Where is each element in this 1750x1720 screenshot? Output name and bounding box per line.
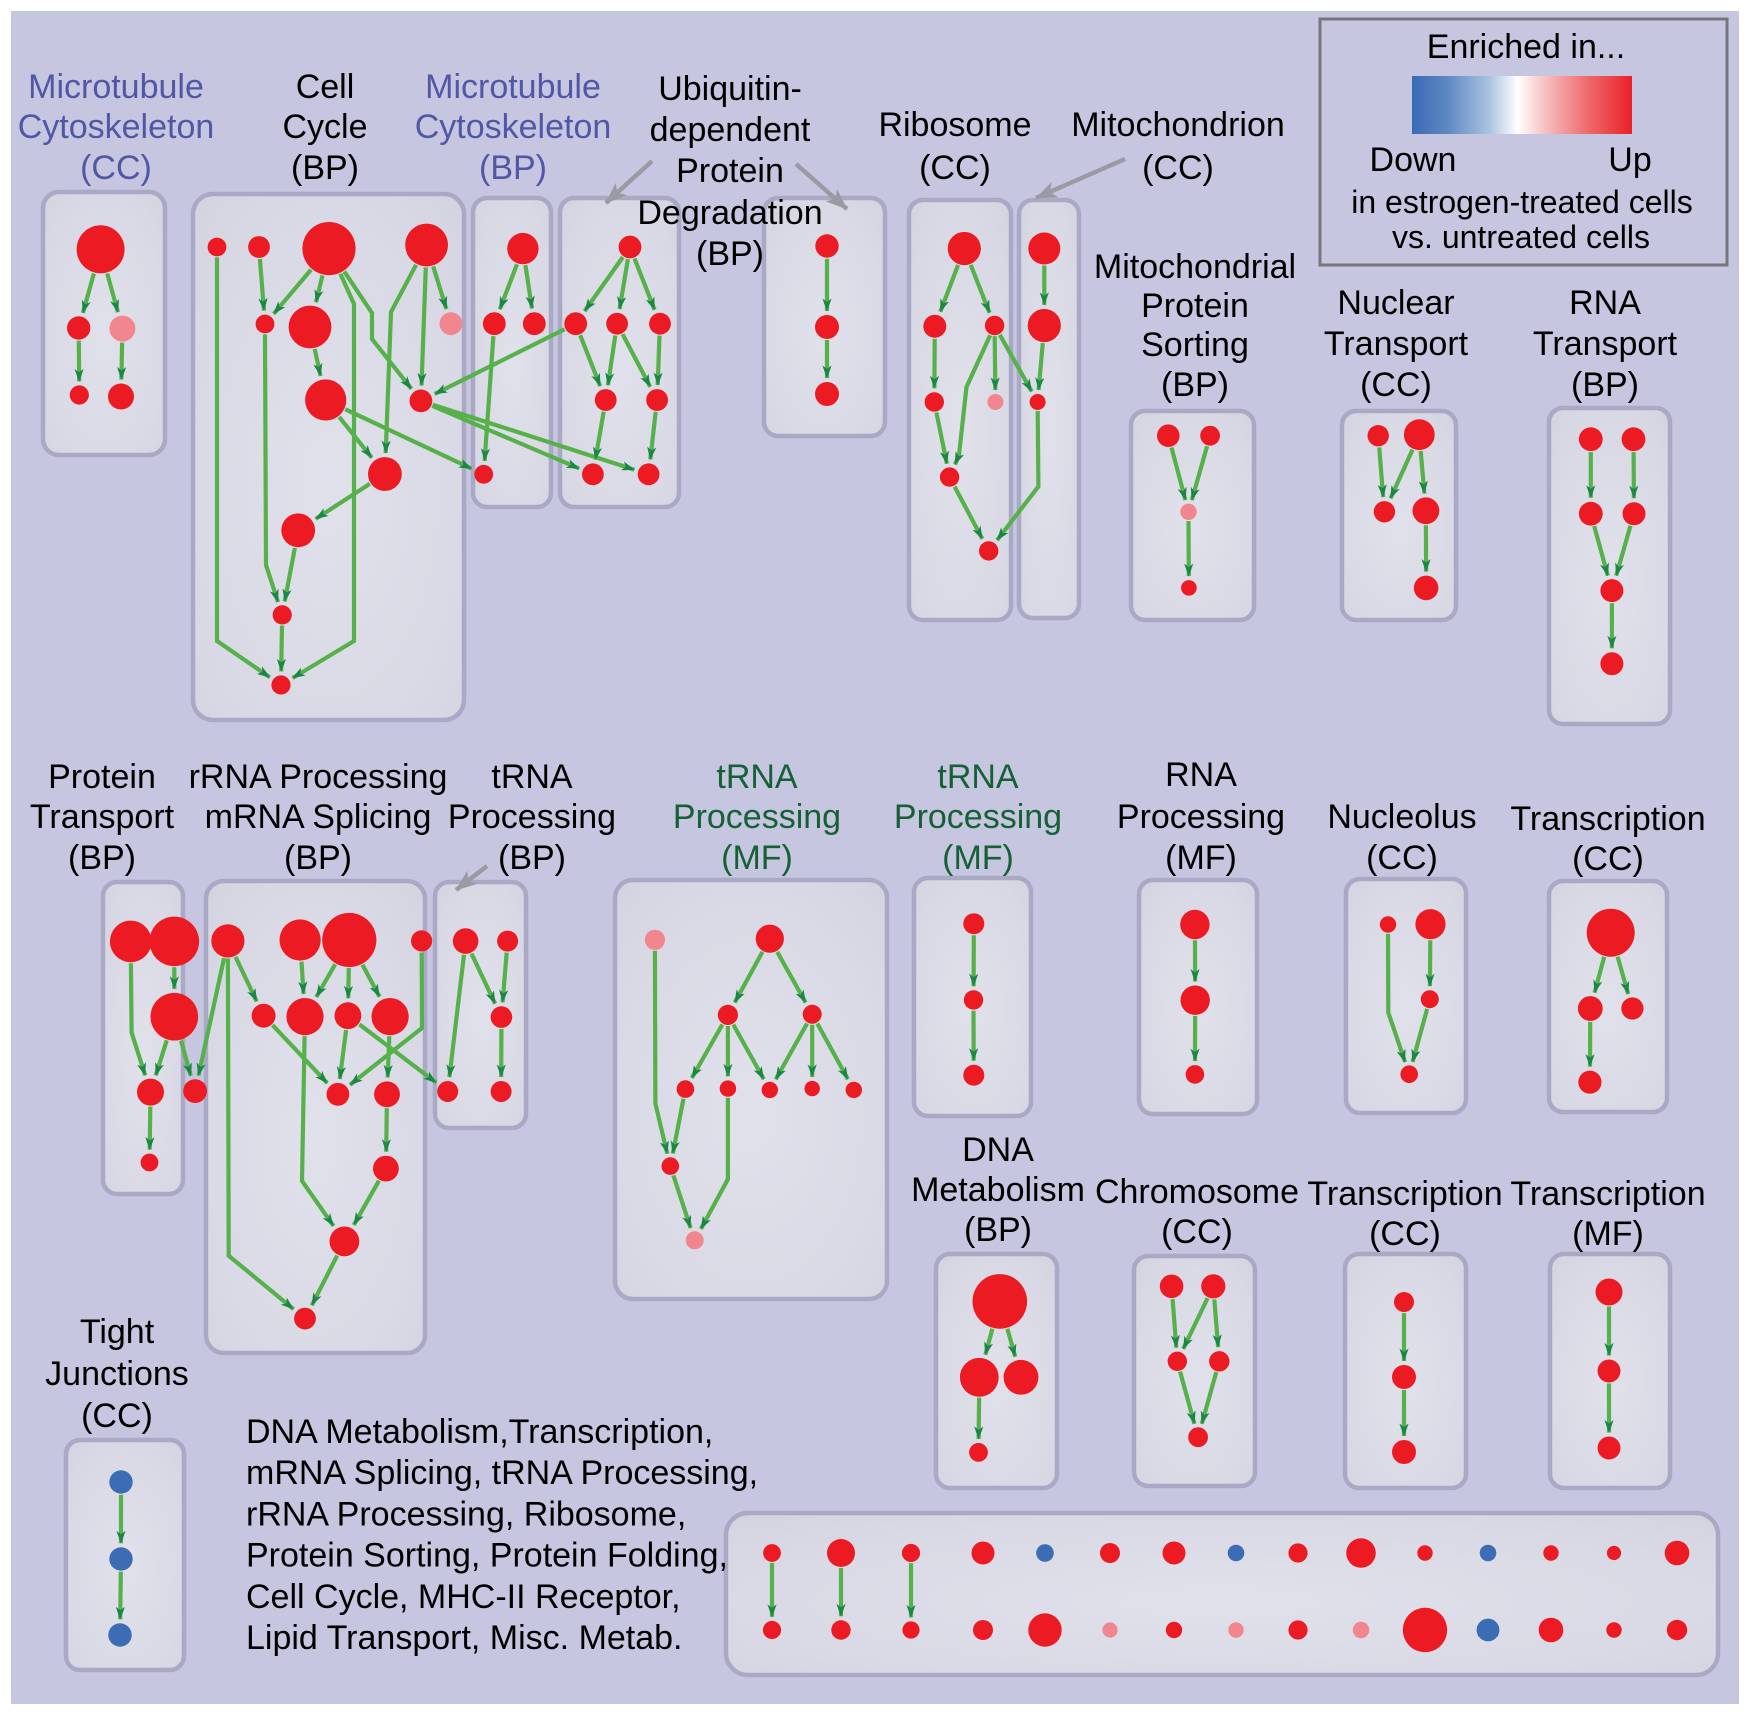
svg-text:(CC): (CC) (1360, 366, 1432, 404)
svg-text:(BP): (BP) (68, 839, 136, 877)
svg-text:(BP): (BP) (1161, 366, 1229, 404)
svg-text:Ubiquitin-: Ubiquitin- (658, 70, 802, 108)
svg-text:Cell: Cell (296, 68, 355, 106)
svg-text:(CC): (CC) (1369, 1215, 1441, 1253)
svg-text:Down: Down (1370, 141, 1457, 179)
svg-text:DNA Metabolism,Transcription,: DNA Metabolism,Transcription, (246, 1413, 713, 1451)
svg-text:Nucleolus: Nucleolus (1327, 798, 1476, 836)
svg-text:Enriched in...: Enriched in... (1427, 28, 1625, 66)
svg-text:Protein: Protein (676, 152, 784, 190)
svg-text:Mitochondrial: Mitochondrial (1094, 248, 1296, 286)
svg-text:Nuclear: Nuclear (1337, 284, 1454, 322)
svg-text:RNA: RNA (1569, 284, 1641, 322)
svg-text:DNA: DNA (962, 1131, 1034, 1169)
svg-text:(BP): (BP) (284, 839, 352, 877)
svg-text:(BP): (BP) (498, 839, 566, 877)
svg-text:Mitochondrion: Mitochondrion (1071, 106, 1285, 144)
svg-text:tRNA: tRNA (716, 758, 798, 796)
svg-text:(MF): (MF) (942, 839, 1014, 877)
svg-text:Protein: Protein (1141, 287, 1249, 325)
svg-text:(BP): (BP) (696, 235, 764, 273)
svg-text:Chromosome: Chromosome (1095, 1173, 1299, 1211)
svg-text:Transport: Transport (30, 798, 175, 836)
svg-text:mRNA Splicing, tRNA Processing: mRNA Splicing, tRNA Processing, (246, 1454, 758, 1492)
svg-text:Metabolism: Metabolism (911, 1171, 1085, 1209)
svg-text:Up: Up (1608, 141, 1651, 179)
svg-text:(CC): (CC) (1142, 149, 1214, 187)
svg-text:(CC): (CC) (1161, 1213, 1233, 1251)
svg-text:Cell Cycle, MHC-II Receptor,: Cell Cycle, MHC-II Receptor, (246, 1578, 681, 1616)
svg-text:Cycle: Cycle (282, 108, 367, 146)
svg-text:tRNA: tRNA (491, 758, 573, 796)
svg-text:Cytoskeleton: Cytoskeleton (415, 108, 612, 146)
svg-text:Sorting: Sorting (1141, 326, 1249, 364)
svg-text:Junctions: Junctions (45, 1355, 189, 1393)
svg-text:(MF): (MF) (1572, 1215, 1644, 1253)
svg-text:Transport: Transport (1533, 325, 1678, 363)
svg-text:(MF): (MF) (1165, 839, 1237, 877)
svg-text:(BP): (BP) (291, 149, 359, 187)
svg-text:Transcription: Transcription (1510, 1175, 1705, 1213)
svg-text:(BP): (BP) (964, 1211, 1032, 1249)
svg-text:(CC): (CC) (1366, 839, 1438, 877)
svg-text:Lipid Transport, Misc. Metab.: Lipid Transport, Misc. Metab. (246, 1619, 683, 1657)
svg-text:(CC): (CC) (80, 149, 152, 187)
svg-text:Transcription: Transcription (1307, 1175, 1502, 1213)
svg-text:Tight: Tight (80, 1313, 155, 1351)
svg-text:Protein: Protein (48, 758, 156, 796)
svg-text:Degradation: Degradation (637, 194, 822, 232)
svg-text:vs. untreated cells: vs. untreated cells (1392, 219, 1650, 255)
svg-text:Microtubule: Microtubule (425, 68, 601, 106)
svg-text:Transport: Transport (1324, 325, 1469, 363)
svg-text:Microtubule: Microtubule (28, 68, 204, 106)
svg-text:(MF): (MF) (721, 839, 793, 877)
svg-text:(CC): (CC) (81, 1397, 153, 1435)
svg-text:RNA: RNA (1165, 756, 1237, 794)
svg-text:(BP): (BP) (479, 149, 547, 187)
svg-text:Cytoskeleton: Cytoskeleton (18, 108, 215, 146)
svg-text:(CC): (CC) (919, 149, 991, 187)
svg-text:Protein Sorting, Protein Foldi: Protein Sorting, Protein Folding, (246, 1537, 728, 1575)
svg-text:in estrogen-treated cells: in estrogen-treated cells (1351, 184, 1693, 220)
svg-text:mRNA Splicing: mRNA Splicing (205, 798, 432, 836)
svg-text:Transcription: Transcription (1510, 800, 1705, 838)
svg-text:rRNA Processing, Ribosome,: rRNA Processing, Ribosome, (246, 1495, 686, 1533)
svg-text:dependent: dependent (650, 111, 811, 149)
svg-text:(BP): (BP) (1571, 366, 1639, 404)
svg-text:Processing: Processing (1117, 798, 1285, 836)
svg-text:Processing: Processing (894, 798, 1062, 836)
svg-text:(CC): (CC) (1572, 840, 1644, 878)
svg-text:Processing: Processing (673, 798, 841, 836)
svg-text:Processing: Processing (448, 798, 616, 836)
svg-text:tRNA: tRNA (937, 758, 1019, 796)
svg-text:Ribosome: Ribosome (878, 106, 1031, 144)
svg-text:rRNA Processing: rRNA Processing (189, 758, 448, 796)
